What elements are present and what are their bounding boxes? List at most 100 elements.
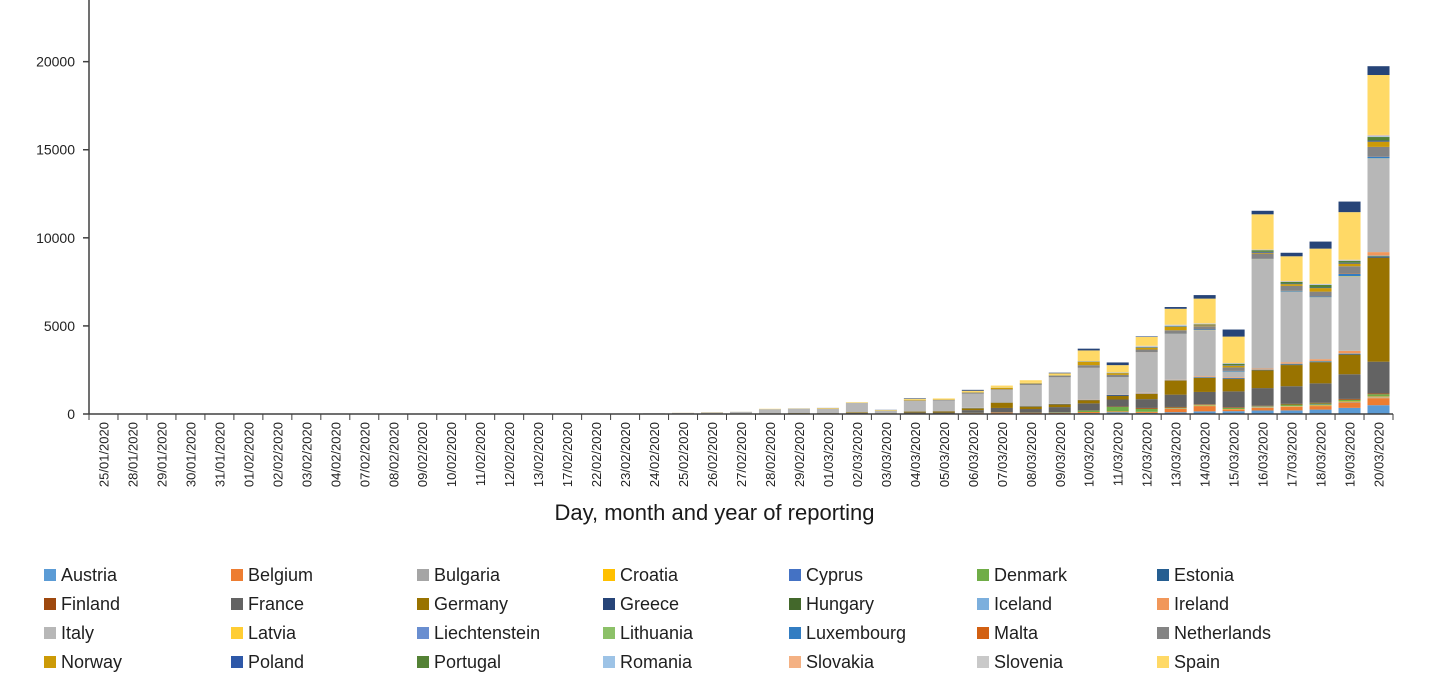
bar-segment xyxy=(846,403,868,413)
legend-label: Iceland xyxy=(994,594,1052,615)
x-tick-label: 07/03/2020 xyxy=(995,422,1010,487)
legend-item: Italy xyxy=(44,619,94,647)
bar-segment xyxy=(1368,398,1390,405)
bar-segment xyxy=(1310,403,1332,404)
x-tick-label: 11/02/2020 xyxy=(473,422,488,486)
bar-segment xyxy=(817,409,839,413)
bar-segment xyxy=(1252,254,1274,259)
bar-segment xyxy=(1368,362,1390,394)
bar-segment xyxy=(1194,404,1216,405)
legend-swatch xyxy=(789,627,801,639)
x-tick-label: 27/02/2020 xyxy=(734,422,749,487)
legend-swatch xyxy=(44,627,56,639)
legend-item: Spain xyxy=(1157,648,1220,676)
bar-segment xyxy=(1368,256,1390,257)
legend-item: Romania xyxy=(603,648,692,676)
x-tick-label: 03/02/2020 xyxy=(299,422,314,487)
bar-segment xyxy=(1281,282,1303,284)
legend-label: Slovakia xyxy=(806,652,874,673)
x-tick-label: 20/03/2020 xyxy=(1372,422,1387,487)
bar-segment xyxy=(962,394,984,408)
x-tick-label: 04/03/2020 xyxy=(908,422,923,487)
bar-segment xyxy=(962,410,984,413)
bar-segment xyxy=(1310,285,1332,288)
bar-segment xyxy=(962,393,984,394)
bar-segment xyxy=(1252,252,1274,253)
legend-swatch xyxy=(44,656,56,668)
bar-segment xyxy=(1281,284,1303,285)
bar-segment xyxy=(1252,406,1274,407)
legend-swatch xyxy=(977,569,989,581)
bar-segment xyxy=(1194,323,1216,324)
bar-segment xyxy=(1194,376,1216,377)
bar-segment xyxy=(1281,404,1303,405)
legend-item: Latvia xyxy=(231,619,296,647)
legend-label: Spain xyxy=(1174,652,1220,673)
bar-segment xyxy=(1368,136,1390,137)
bar-segment xyxy=(1223,372,1245,377)
bar-segment xyxy=(1281,365,1303,386)
bar-segment xyxy=(1049,407,1071,412)
bar-segment xyxy=(904,412,926,413)
legend-item: Ireland xyxy=(1157,590,1229,618)
bar-segment xyxy=(1078,368,1100,400)
legend-swatch xyxy=(1157,598,1169,610)
bar-segment xyxy=(991,386,1013,388)
bar-segment xyxy=(1165,309,1187,325)
bar-segment xyxy=(1310,362,1332,383)
legend-swatch xyxy=(1157,656,1169,668)
x-tick-label: 29/02/2020 xyxy=(792,422,807,487)
x-tick-label: 25/01/2020 xyxy=(96,422,111,487)
y-tick-label: 20000 xyxy=(36,54,75,70)
bar-segment xyxy=(904,399,926,400)
bar-segment xyxy=(846,402,868,403)
bar-segment xyxy=(1194,330,1216,376)
bar-segment xyxy=(1136,337,1158,346)
legend-label: Liechtenstein xyxy=(434,623,540,644)
x-tick-label: 31/01/2020 xyxy=(212,422,227,487)
bar-segment xyxy=(1339,263,1361,264)
bar-segment xyxy=(1368,159,1390,252)
bar-segment xyxy=(1339,353,1361,354)
x-tick-label: 26/02/2020 xyxy=(705,422,720,487)
bar-segment xyxy=(1281,407,1303,411)
bar-segment xyxy=(1339,266,1361,273)
bar-segment xyxy=(1223,379,1245,380)
bar-segment xyxy=(730,412,752,413)
bar-segment xyxy=(1107,400,1129,407)
bar-segment xyxy=(904,400,926,401)
bar-segment xyxy=(875,411,897,413)
y-tick-label: 5000 xyxy=(44,318,75,334)
legend-label: Belgium xyxy=(248,565,313,586)
bar-segment xyxy=(1281,292,1303,362)
bar-segment xyxy=(1136,352,1158,393)
bar-segment xyxy=(1368,394,1390,396)
y-tick-label: 10000 xyxy=(36,230,75,246)
x-tick-label: 13/03/2020 xyxy=(1169,422,1184,487)
bar-segment xyxy=(1165,327,1187,331)
bar-segment xyxy=(991,390,1013,402)
legend-item: Lithuania xyxy=(603,619,693,647)
bar-segment xyxy=(1368,147,1390,156)
legend-label: Bulgaria xyxy=(434,565,500,586)
x-tick-label: 28/02/2020 xyxy=(763,422,778,487)
bar-segment xyxy=(1281,284,1303,286)
legend-label: Denmark xyxy=(994,565,1067,586)
bar-segment xyxy=(1078,400,1100,403)
legend-item: Norway xyxy=(44,648,122,676)
legend-item: Greece xyxy=(603,590,679,618)
legend-item: Portugal xyxy=(417,648,501,676)
bar-segment xyxy=(1107,396,1129,400)
legend-swatch xyxy=(417,569,429,581)
bar-segment xyxy=(1194,329,1216,330)
legend-item: Croatia xyxy=(603,561,678,589)
legend-swatch xyxy=(977,598,989,610)
bar-segment xyxy=(1049,377,1071,403)
legend-item: Germany xyxy=(417,590,508,618)
bar-segment xyxy=(1339,400,1361,401)
x-tick-label: 11/03/2020 xyxy=(1111,422,1126,486)
legend-label: France xyxy=(248,594,304,615)
x-tick-label: 18/03/2020 xyxy=(1314,422,1329,487)
x-tick-label: 25/02/2020 xyxy=(676,422,691,487)
legend-swatch xyxy=(417,598,429,610)
